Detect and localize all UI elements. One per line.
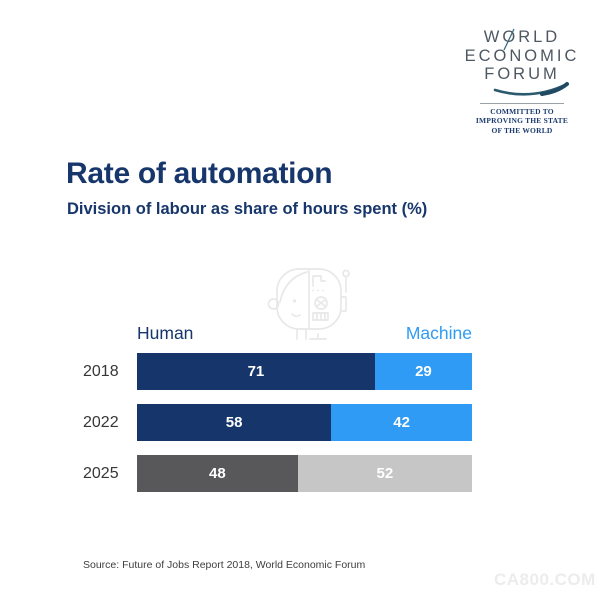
wef-logo-line-world: WORLD [483, 28, 561, 46]
bar-value-label: 71 [247, 363, 265, 380]
bar-value-label: 29 [415, 363, 432, 380]
bar-segment-machine: 42 [331, 404, 472, 441]
wef-logo-wordmark: WORLD ECONOMIC FORUM [458, 28, 586, 96]
wef-tagline-line3: OF THE WORLD [491, 125, 553, 135]
wef-tagline: COMMITTED TO IMPROVING THE STATE OF THE … [458, 107, 586, 136]
bar-segment-human: 71 [137, 353, 375, 390]
stacked-bar: 48 52 [137, 455, 472, 492]
wef-tagline-line2: IMPROVING THE STATE [475, 116, 569, 125]
chart-row-2025: 2025 48 52 [83, 455, 472, 492]
site-watermark: CA800.COM [494, 570, 596, 589]
page-title: Rate of automation [66, 157, 333, 190]
legend-label-human: Human [137, 323, 194, 343]
wef-logo-line-economic: ECONOMIC [464, 46, 580, 65]
year-label: 2018 [83, 362, 119, 380]
page-subtitle: Division of labour as share of hours spe… [67, 200, 428, 218]
automation-chart: Human Machine 2018 71 29 2022 58 42 2025… [83, 322, 472, 492]
legend-label-machine: Machine [405, 323, 472, 343]
chart-rows: 2018 71 29 2022 58 42 2025 48 52 [83, 353, 472, 492]
source-note: Source: Future of Jobs Report 2018, Worl… [83, 559, 366, 571]
wef-tagline-divider [480, 102, 564, 104]
bar-value-label: 48 [209, 465, 226, 482]
year-label: 2025 [83, 464, 119, 482]
bar-segment-human: 58 [137, 404, 332, 441]
bar-segment-human: 48 [137, 455, 298, 492]
bar-segment-machine: 52 [297, 455, 472, 492]
bar-segment-machine: 29 [374, 353, 472, 390]
chart-row-2022: 2022 58 42 [83, 404, 472, 441]
bar-value-label: 42 [393, 414, 410, 431]
stacked-bar: 71 29 [137, 353, 472, 390]
bar-value-label: 58 [225, 414, 243, 431]
wef-logo-line-forum: FORUM [484, 65, 560, 83]
wef-tagline-line1: COMMITTED TO [490, 106, 554, 116]
wef-logo: WORLD ECONOMIC FORUM COMMITTED TO IMPROV… [458, 28, 586, 135]
chart-row-2018: 2018 71 29 [83, 353, 472, 390]
year-label: 2022 [83, 413, 119, 431]
stacked-bar: 58 42 [137, 404, 472, 441]
bar-value-label: 52 [376, 465, 394, 482]
chart-legend: Human Machine [137, 322, 472, 344]
